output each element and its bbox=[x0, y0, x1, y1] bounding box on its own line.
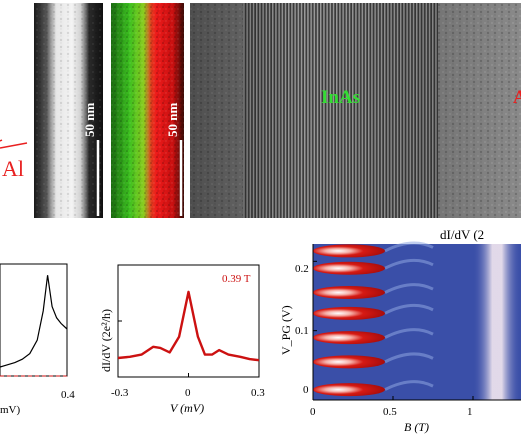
haadf-image: 50 nm bbox=[34, 3, 103, 218]
heatmap-red-lobe bbox=[313, 355, 385, 369]
plot-a-xlabel: mV) bbox=[0, 404, 21, 416]
plot-b-field-annotation: 0.39 T bbox=[222, 273, 251, 285]
eds-map: 50 nm bbox=[111, 3, 184, 218]
haadf-scalebar-label: 50 nm bbox=[82, 103, 97, 137]
heatmap-bright-band bbox=[473, 244, 521, 400]
plot-b-series-line bbox=[117, 290, 260, 362]
heatmap-ytick-label-02: 0.2 bbox=[295, 263, 309, 275]
heatmap-red-lobe bbox=[313, 286, 385, 300]
heatmap-xtick-label-0: 0 bbox=[310, 406, 316, 418]
plot-b-xtick-label-right: 0.3 bbox=[251, 387, 265, 399]
plot-a-xtick: 0.4 bbox=[61, 389, 75, 401]
heatmap-ytick-label-01: 0.1 bbox=[295, 325, 309, 337]
hrtem-image: InAs A bbox=[190, 3, 521, 218]
heatmap-red-lobe bbox=[313, 244, 385, 258]
plot-b-xlabel: V (mV) bbox=[170, 401, 204, 415]
heatmap-ylabel: V_PG (V) bbox=[279, 305, 293, 355]
plot-b-xtick-label-mid: 0 bbox=[185, 387, 191, 399]
heatmap-title: dI/dV (2 bbox=[440, 227, 484, 242]
heatmap-faint-feature bbox=[384, 328, 434, 339]
heatmap-red-lobe bbox=[313, 331, 385, 345]
heatmap-red-lobe bbox=[313, 306, 385, 320]
schematic-fragment: Al bbox=[0, 139, 28, 181]
heatmap-xlabel: B (T) bbox=[404, 420, 429, 434]
middle-line-plot: -0.3 0 0.3 V (mV) dI/dV (2e²/h) 0.39 T bbox=[99, 264, 265, 415]
heatmap-panel: dI/dV (2 0.2 0.1 0 0 0.5 1 B (T) V_PG (V… bbox=[279, 227, 521, 434]
heatmap-faint-feature bbox=[384, 283, 434, 294]
plot-a-frame bbox=[0, 263, 68, 377]
heatmap-xtick-label-1: 1 bbox=[467, 406, 473, 418]
hrtem-right-label: A bbox=[513, 87, 521, 108]
eds-scalebar-label: 50 nm bbox=[165, 103, 180, 137]
heatmap-xtick-label-05: 0.5 bbox=[383, 406, 397, 418]
partial-line-plot: 0.4 mV) bbox=[0, 263, 75, 416]
heatmap-marks bbox=[312, 241, 521, 401]
heatmap-red-lobe bbox=[313, 383, 385, 397]
heatmap-faint-feature bbox=[384, 380, 434, 391]
plot-b-xtick-label-left: -0.3 bbox=[111, 387, 129, 399]
schematic-tick bbox=[0, 139, 3, 142]
plot-b-ylabel: dI/dV (2e²/h) bbox=[99, 309, 113, 372]
heatmap-faint-feature bbox=[384, 303, 434, 315]
al-label: Al bbox=[2, 156, 24, 181]
heatmap-faint-feature bbox=[384, 241, 434, 253]
heatmap-red-lobe bbox=[313, 261, 385, 275]
plot-a-series-line bbox=[0, 275, 68, 368]
heatmap-faint-feature bbox=[384, 258, 434, 270]
heatmap-ytick-label-0: 0 bbox=[303, 384, 309, 396]
hrtem-inas-label: InAs bbox=[321, 87, 360, 108]
schematic-al-line bbox=[0, 142, 28, 149]
heatmap-faint-feature bbox=[384, 352, 434, 364]
